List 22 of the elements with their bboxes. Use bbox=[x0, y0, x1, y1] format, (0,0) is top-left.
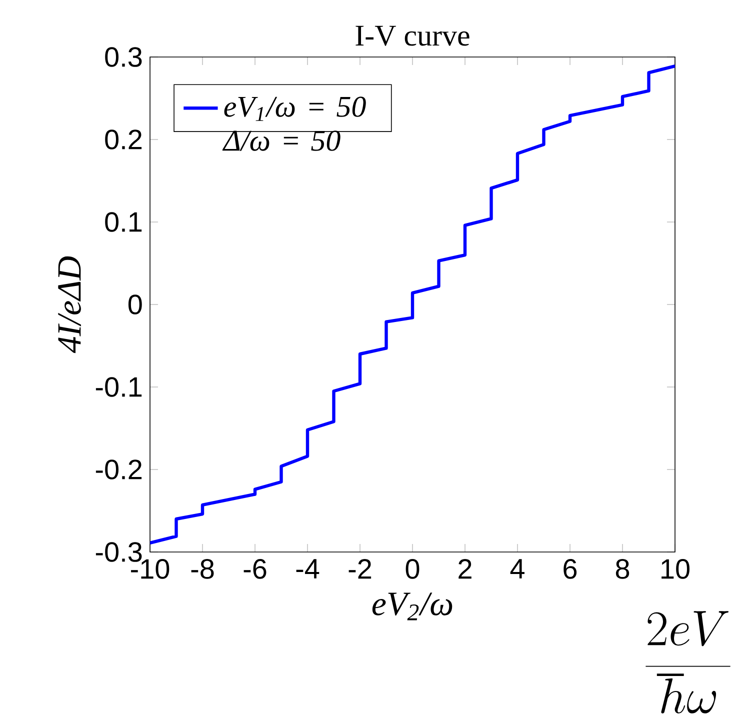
y-tick-label: 0 bbox=[128, 294, 142, 314]
y-tick-label: 0.1 bbox=[105, 212, 142, 232]
x-tick-label: 10 bbox=[662, 559, 690, 579]
y-tick-label: 0.2 bbox=[105, 130, 142, 150]
y-tick-label: -0.1 bbox=[96, 377, 142, 397]
legend-label: eV$_{1}$/ω = 50 Δ/ω = 50 bbox=[222, 96, 366, 151]
x-axis-title: eV$_{2}$/ω bbox=[372, 592, 452, 620]
x-tick-label: 4 bbox=[510, 559, 524, 578]
line-series bbox=[150, 64, 676, 545]
x-tick-label: -8 bbox=[191, 559, 214, 579]
x-tick-label: 8 bbox=[616, 559, 630, 579]
x-tick-label: 2 bbox=[458, 559, 472, 579]
y-tick-label: 0.3 bbox=[105, 47, 142, 67]
text: $\frac{2eV}{\hbar\omega}$ bbox=[646, 611, 730, 714]
x-tick-label: -2 bbox=[348, 559, 372, 579]
x-tick-label: 6 bbox=[564, 559, 577, 579]
y-axis-title: 4I/eΔD bbox=[58, 256, 81, 354]
y-tick-label: -0.2 bbox=[96, 460, 142, 480]
x-tick-label: -6 bbox=[244, 559, 266, 579]
x-tick-label: -4 bbox=[296, 559, 320, 578]
x-tick-label: 0 bbox=[406, 559, 420, 579]
chart-title: I-V curve bbox=[356, 26, 470, 46]
